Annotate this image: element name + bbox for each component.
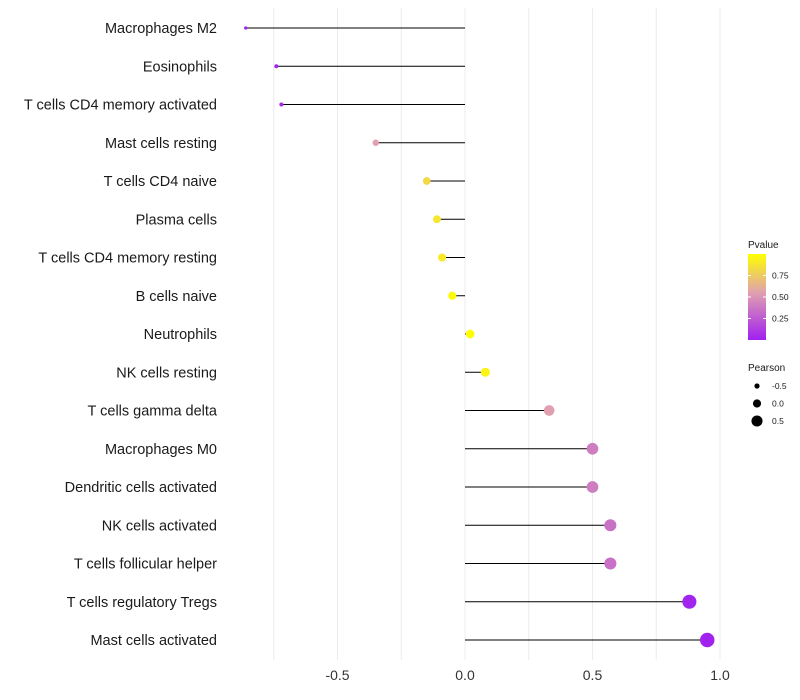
pvalue-legend: Pvalue 0.75 0.50 0.25 (748, 240, 789, 340)
x-tick-label: 0.5 (583, 667, 603, 683)
category-label: T cells gamma delta (88, 404, 218, 420)
size-legend-point (754, 383, 760, 389)
category-label: T cells follicular helper (74, 557, 217, 573)
category-label: Macrophages M2 (105, 21, 217, 37)
lollipop-point (438, 253, 447, 262)
x-tick-label: 0.0 (455, 667, 475, 683)
lollipop-point (422, 177, 431, 185)
grid-layer (273, 8, 721, 660)
category-label: B cells naive (136, 289, 217, 305)
category-label: Neutrophils (144, 327, 217, 343)
category-label: Macrophages M0 (105, 442, 217, 458)
lollipop-point (433, 215, 441, 224)
lollipop-point (448, 291, 457, 300)
category-label: T cells CD4 naive (104, 174, 217, 190)
colorbar-tick-label: 0.50 (772, 292, 789, 302)
lollipop-point (586, 442, 599, 455)
lollipop-point (279, 102, 284, 107)
category-label: NK cells resting (116, 365, 217, 381)
colorbar-tick-label: 0.75 (772, 271, 789, 281)
category-labels: Macrophages M2 Eosinophils T cells CD4 mem… (24, 21, 218, 649)
x-tick-label: 1.0 (710, 667, 730, 683)
lollipop-point (465, 329, 475, 339)
lollipop-point (604, 557, 617, 570)
category-label: T cells CD4 memory resting (38, 251, 217, 267)
size-legend-point (751, 415, 763, 427)
colorbar-tick-label: 0.25 (772, 314, 789, 324)
size-legend-label: -0.5 (772, 381, 787, 391)
category-label: Eosinophils (143, 59, 217, 75)
lollipop-point (700, 632, 715, 648)
lollipop-point (372, 139, 379, 146)
lollipop-point (604, 519, 617, 532)
size-legend-label: 0.5 (772, 416, 784, 426)
pvalue-legend-title: Pvalue (748, 240, 779, 251)
lollipop-point (244, 26, 248, 30)
size-legend-point (752, 399, 762, 408)
stem-layer (245, 27, 708, 641)
category-label: Plasma cells (136, 212, 217, 228)
lollipop-point (682, 594, 697, 609)
category-label: Mast cells activated (90, 633, 217, 649)
pearson-legend: Pearson -0.5 0.0 0.5 (748, 363, 787, 427)
category-label: Dendritic cells activated (65, 480, 217, 496)
lollipop-point (274, 64, 279, 69)
lollipop-point (586, 481, 599, 493)
point-layer (244, 26, 715, 648)
category-label: Mast cells resting (105, 136, 217, 152)
pvalue-colorbar (748, 254, 766, 340)
category-label: T cells CD4 memory activated (24, 98, 217, 114)
category-label: T cells regulatory Tregs (67, 595, 217, 611)
lollipop-point (480, 367, 490, 377)
size-legend-label: 0.0 (772, 399, 784, 409)
pearson-legend-title: Pearson (748, 363, 785, 374)
x-tick-label: -0.5 (325, 667, 349, 683)
x-axis-tick-labels: -0.5 0.0 0.5 1.0 (325, 667, 730, 683)
lollipop-point (543, 405, 555, 416)
category-label: NK cells activated (102, 518, 217, 534)
